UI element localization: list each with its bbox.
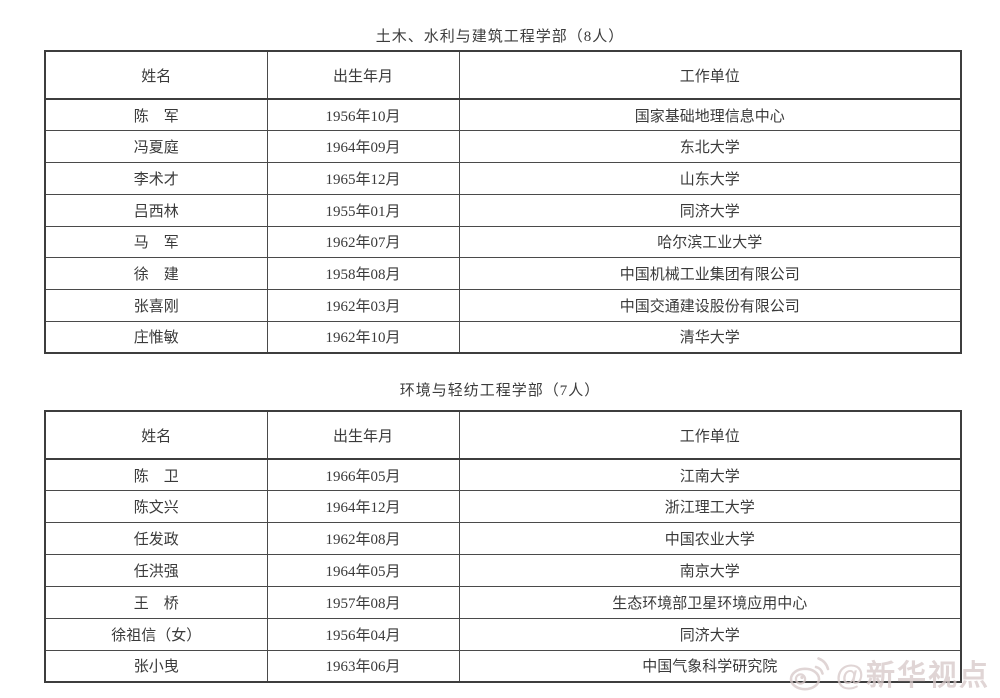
table-row: 李术才 1965年12月 山东大学 bbox=[44, 162, 962, 195]
table-row: 任洪强 1964年05月 南京大学 bbox=[44, 554, 962, 587]
cell-work-unit: 中国交通建设股份有限公司 bbox=[458, 289, 962, 322]
cell-work-unit: 浙江理工大学 bbox=[458, 490, 962, 524]
column-header-birth-date: 出生年月 bbox=[266, 50, 460, 100]
cell-name: 王 桥 bbox=[44, 585, 268, 619]
cell-name: 李术才 bbox=[44, 162, 268, 195]
table-row: 张喜刚 1962年03月 中国交通建设股份有限公司 bbox=[44, 289, 962, 322]
column-header-birth-date: 出生年月 bbox=[266, 410, 460, 460]
cell-work-unit: 江南大学 bbox=[458, 458, 962, 492]
table-row: 马 军 1962年07月 哈尔滨工业大学 bbox=[44, 225, 962, 259]
column-header-work-unit: 工作单位 bbox=[458, 410, 962, 460]
header-row: 姓名 出生年月 工作单位 bbox=[44, 50, 962, 100]
cell-name: 陈 卫 bbox=[44, 458, 268, 492]
cell-birth-date: 1962年03月 bbox=[266, 289, 460, 322]
cell-work-unit: 生态环境部卫星环境应用中心 bbox=[458, 585, 962, 619]
table-row: 王 桥 1957年08月 生态环境部卫星环境应用中心 bbox=[44, 585, 962, 619]
table-body: 陈 军 1956年10月 国家基础地理信息中心 冯夏庭 1964年09月 东北大学 李术才 1… bbox=[44, 98, 962, 354]
cell-work-unit: 哈尔滨工业大学 bbox=[458, 225, 962, 259]
cell-name: 任洪强 bbox=[44, 554, 268, 587]
cell-birth-date: 1962年08月 bbox=[266, 522, 460, 556]
table-header: 姓名 出生年月 工作单位 bbox=[44, 410, 962, 460]
cell-name: 张小曳 bbox=[44, 649, 268, 683]
cell-work-unit: 南京大学 bbox=[458, 554, 962, 587]
cell-name: 张喜刚 bbox=[44, 289, 268, 322]
cell-work-unit: 山东大学 bbox=[458, 162, 962, 195]
cell-name: 陈 军 bbox=[44, 98, 268, 132]
cell-name: 吕西林 bbox=[44, 193, 268, 227]
column-header-name: 姓名 bbox=[44, 50, 268, 100]
cell-birth-date: 1964年09月 bbox=[266, 130, 460, 163]
cell-birth-date: 1964年12月 bbox=[266, 490, 460, 524]
header-row: 姓名 出生年月 工作单位 bbox=[44, 410, 962, 460]
cell-birth-date: 1963年06月 bbox=[266, 649, 460, 683]
cell-name: 徐 建 bbox=[44, 257, 268, 290]
cell-work-unit: 清华大学 bbox=[458, 320, 962, 354]
cell-work-unit: 国家基础地理信息中心 bbox=[458, 98, 962, 132]
cell-name: 庄惟敏 bbox=[44, 320, 268, 354]
table-row: 陈 军 1956年10月 国家基础地理信息中心 bbox=[44, 98, 962, 132]
cell-birth-date: 1956年04月 bbox=[266, 617, 460, 651]
cell-work-unit: 东北大学 bbox=[458, 130, 962, 163]
table-row: 吕西林 1955年01月 同济大学 bbox=[44, 193, 962, 227]
cell-birth-date: 1956年10月 bbox=[266, 98, 460, 132]
table-row: 陈 卫 1966年05月 江南大学 bbox=[44, 458, 962, 492]
cell-work-unit: 中国机械工业集团有限公司 bbox=[458, 257, 962, 290]
cell-birth-date: 1955年01月 bbox=[266, 193, 460, 227]
cell-name: 冯夏庭 bbox=[44, 130, 268, 163]
cell-work-unit: 中国气象科学研究院 bbox=[458, 649, 962, 683]
cell-birth-date: 1958年08月 bbox=[266, 257, 460, 290]
cell-birth-date: 1957年08月 bbox=[266, 585, 460, 619]
table-row: 庄惟敏 1962年10月 清华大学 bbox=[44, 320, 962, 354]
section-title-civil-engineering: 土木、水利与建筑工程学部（8人） bbox=[375, 29, 625, 45]
cell-work-unit: 同济大学 bbox=[458, 617, 962, 651]
cell-birth-date: 1962年07月 bbox=[266, 225, 460, 259]
cell-work-unit: 中国农业大学 bbox=[458, 522, 962, 556]
table-row: 张小曳 1963年06月 中国气象科学研究院 bbox=[44, 649, 962, 683]
table-row: 冯夏庭 1964年09月 东北大学 bbox=[44, 130, 962, 163]
table-header: 姓名 出生年月 工作单位 bbox=[44, 50, 962, 100]
cell-birth-date: 1966年05月 bbox=[266, 458, 460, 492]
cell-name: 马 军 bbox=[44, 225, 268, 259]
roster-table-environment-textile: 姓名 出生年月 工作单位 陈 卫 1966年05月 江南大学 陈文兴 1964年12月 浙江理… bbox=[44, 410, 962, 683]
table-body: 陈 卫 1966年05月 江南大学 陈文兴 1964年12月 浙江理工大学 任发政 1962年… bbox=[44, 458, 962, 683]
table-row: 任发政 1962年08月 中国农业大学 bbox=[44, 522, 962, 556]
cell-birth-date: 1964年05月 bbox=[266, 554, 460, 587]
cell-work-unit: 同济大学 bbox=[458, 193, 962, 227]
cell-name: 陈文兴 bbox=[44, 490, 268, 524]
column-header-name: 姓名 bbox=[44, 410, 268, 460]
table-row: 徐祖信（女） 1956年04月 同济大学 bbox=[44, 617, 962, 651]
table-row: 陈文兴 1964年12月 浙江理工大学 bbox=[44, 490, 962, 524]
column-header-work-unit: 工作单位 bbox=[458, 50, 962, 100]
cell-birth-date: 1965年12月 bbox=[266, 162, 460, 195]
cell-name: 徐祖信（女） bbox=[44, 617, 268, 651]
table-row: 徐 建 1958年08月 中国机械工业集团有限公司 bbox=[44, 257, 962, 290]
roster-table-civil-engineering: 姓名 出生年月 工作单位 陈 军 1956年10月 国家基础地理信息中心 冯夏庭 1964年… bbox=[44, 50, 962, 354]
section-title-environment-textile: 环境与轻纺工程学部（7人） bbox=[399, 383, 601, 399]
cell-birth-date: 1962年10月 bbox=[266, 320, 460, 354]
cell-name: 任发政 bbox=[44, 522, 268, 556]
